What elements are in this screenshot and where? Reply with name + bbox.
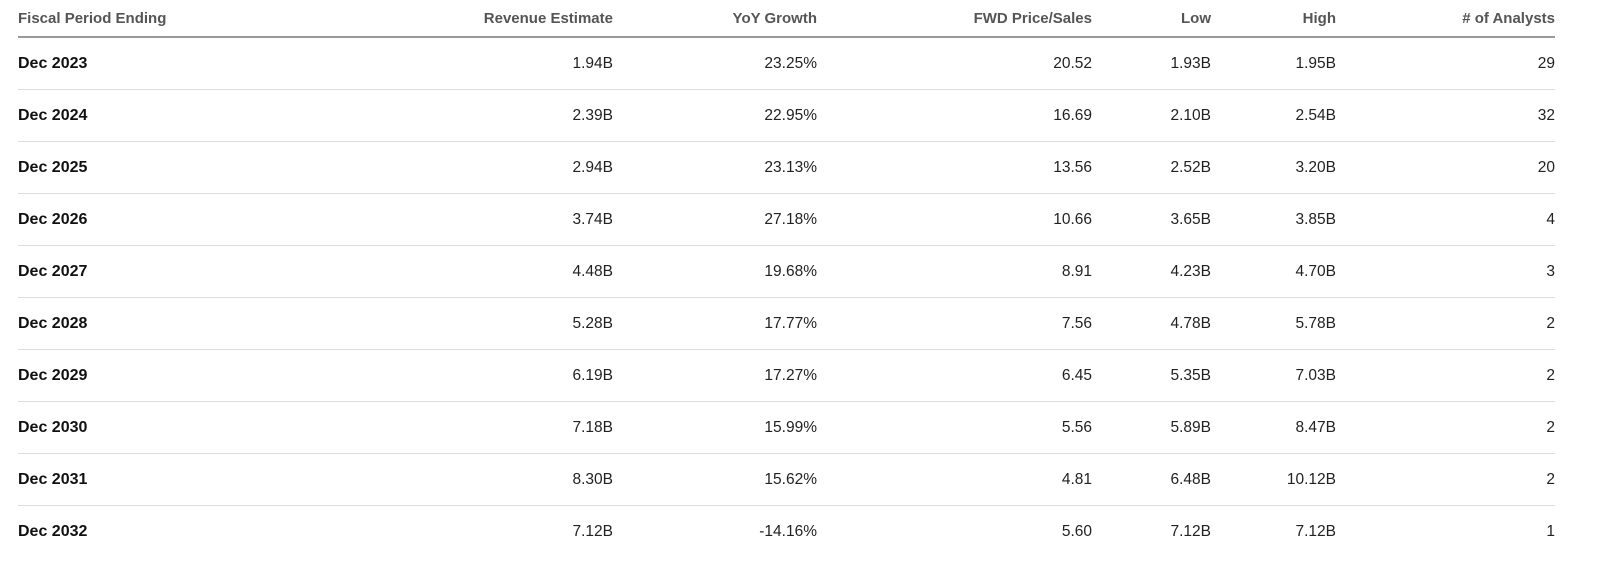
value-cell: 32 (1336, 89, 1555, 142)
column-header: Fiscal Period Ending (18, 0, 318, 38)
value-cell: 2 (1336, 453, 1555, 506)
value-cell: 7.03B (1211, 349, 1336, 402)
value-cell: 4.78B (1092, 297, 1211, 350)
value-cell: 23.25% (613, 37, 817, 90)
value-cell: 10.12B (1211, 453, 1336, 506)
value-cell: 5.89B (1092, 401, 1211, 454)
value-cell: 8.30B (318, 453, 613, 506)
value-cell: 4.48B (318, 245, 613, 298)
value-cell: 5.56 (817, 401, 1092, 454)
value-cell: 4.23B (1092, 245, 1211, 298)
table-row: Dec 2027 4.48B 19.68% 8.91 4.23B 4.70B 3 (18, 245, 1555, 298)
value-cell: 16.69 (817, 89, 1092, 142)
value-cell: 5.35B (1092, 349, 1211, 402)
value-cell: 17.77% (613, 297, 817, 350)
value-cell: 1.95B (1211, 37, 1336, 90)
table-header: Fiscal Period Ending Revenue Estimate YoY … (18, 0, 1555, 38)
period-cell: Dec 2030 (18, 401, 318, 454)
table-row: Dec 2026 3.74B 27.18% 10.66 3.65B 3.85B 4 (18, 193, 1555, 246)
table-row: Dec 2025 2.94B 23.13% 13.56 2.52B 3.20B 20 (18, 141, 1555, 194)
period-cell: Dec 2027 (18, 245, 318, 298)
value-cell: 3.85B (1211, 193, 1336, 246)
column-header: Low (1092, 0, 1211, 38)
value-cell: 7.56 (817, 297, 1092, 350)
column-header: High (1211, 0, 1336, 38)
value-cell: 2.94B (318, 141, 613, 194)
value-cell: 2.52B (1092, 141, 1211, 194)
value-cell: 27.18% (613, 193, 817, 246)
header-row: Fiscal Period Ending Revenue Estimate YoY … (18, 0, 1555, 38)
table-row: Dec 2023 1.94B 23.25% 20.52 1.93B 1.95B 29 (18, 37, 1555, 90)
period-cell: Dec 2025 (18, 141, 318, 194)
estimates-table: Fiscal Period Ending Revenue Estimate YoY … (18, 0, 1555, 557)
table-row: Dec 2030 7.18B 15.99% 5.56 5.89B 8.47B 2 (18, 401, 1555, 454)
value-cell: 3.20B (1211, 141, 1336, 194)
table-row: Dec 2024 2.39B 22.95% 16.69 2.10B 2.54B 32 (18, 89, 1555, 142)
value-cell: 5.28B (318, 297, 613, 350)
value-cell: 23.13% (613, 141, 817, 194)
value-cell: 10.66 (817, 193, 1092, 246)
value-cell: 6.45 (817, 349, 1092, 402)
value-cell: 4.70B (1211, 245, 1336, 298)
value-cell: 2.10B (1092, 89, 1211, 142)
column-header: Revenue Estimate (318, 0, 613, 38)
table-row: Dec 2029 6.19B 17.27% 6.45 5.35B 7.03B 2 (18, 349, 1555, 402)
value-cell: 6.19B (318, 349, 613, 402)
value-cell: 8.91 (817, 245, 1092, 298)
value-cell: 15.99% (613, 401, 817, 454)
value-cell: 22.95% (613, 89, 817, 142)
value-cell: 4 (1336, 193, 1555, 246)
value-cell: 7.12B (1170, 522, 1211, 540)
period-cell: Dec 2031 (18, 453, 318, 506)
period-cell: Dec 2023 (18, 37, 318, 90)
value-cell: 17.27% (613, 349, 817, 402)
column-header: YoY Growth (613, 0, 817, 38)
value-cell: 2 (1336, 297, 1555, 350)
value-cell: 4.81 (817, 453, 1092, 506)
value-cell: 3.74B (318, 193, 613, 246)
column-header: # of Analysts (1336, 0, 1555, 38)
period-cell: Dec 2024 (18, 89, 318, 142)
value-cell: 7.12B (572, 522, 613, 540)
value-cell: 19.68% (613, 245, 817, 298)
period-cell: Dec 2026 (18, 193, 318, 246)
value-cell: 3.65B (1092, 193, 1211, 246)
value-cell: 1.94B (318, 37, 613, 90)
value-cell: 6.48B (1092, 453, 1211, 506)
table-row: Dec 2028 5.28B 17.77% 7.56 4.78B 5.78B 2 (18, 297, 1555, 350)
value-cell: 7.12B (1295, 522, 1336, 540)
value-cell: 3 (1336, 245, 1555, 298)
table-row: Dec 2031 8.30B 15.62% 4.81 6.48B 10.12B 2 (18, 453, 1555, 506)
value-cell: 20 (1336, 141, 1555, 194)
value-cell: 1 (1546, 522, 1555, 540)
value-cell: 1.93B (1092, 37, 1211, 90)
value-cell: 13.56 (817, 141, 1092, 194)
value-cell: 2 (1336, 401, 1555, 454)
value-cell: 7.18B (318, 401, 613, 454)
period-cell: Dec 2029 (18, 349, 318, 402)
period-cell: Dec 2028 (18, 297, 318, 350)
value-cell: 2.54B (1211, 89, 1336, 142)
value-cell: -14.16% (759, 522, 817, 540)
value-cell: 2.39B (318, 89, 613, 142)
value-cell: 2 (1336, 349, 1555, 402)
value-cell: 8.47B (1211, 401, 1336, 454)
table-row: Dec 2032 7.12B -14.16% 5.60 7.12B 7.12B 1 (18, 506, 1555, 558)
value-cell: 29 (1336, 37, 1555, 90)
value-cell: 5.78B (1211, 297, 1336, 350)
column-header: FWD Price/Sales (817, 0, 1092, 38)
value-cell: 15.62% (613, 453, 817, 506)
period-cell: Dec 2032 (18, 522, 88, 540)
value-cell: 5.60 (1061, 522, 1092, 540)
value-cell: 20.52 (817, 37, 1092, 90)
table-body: Dec 2023 1.94B 23.25% 20.52 1.93B 1.95B 29 Dec … (18, 37, 1555, 557)
